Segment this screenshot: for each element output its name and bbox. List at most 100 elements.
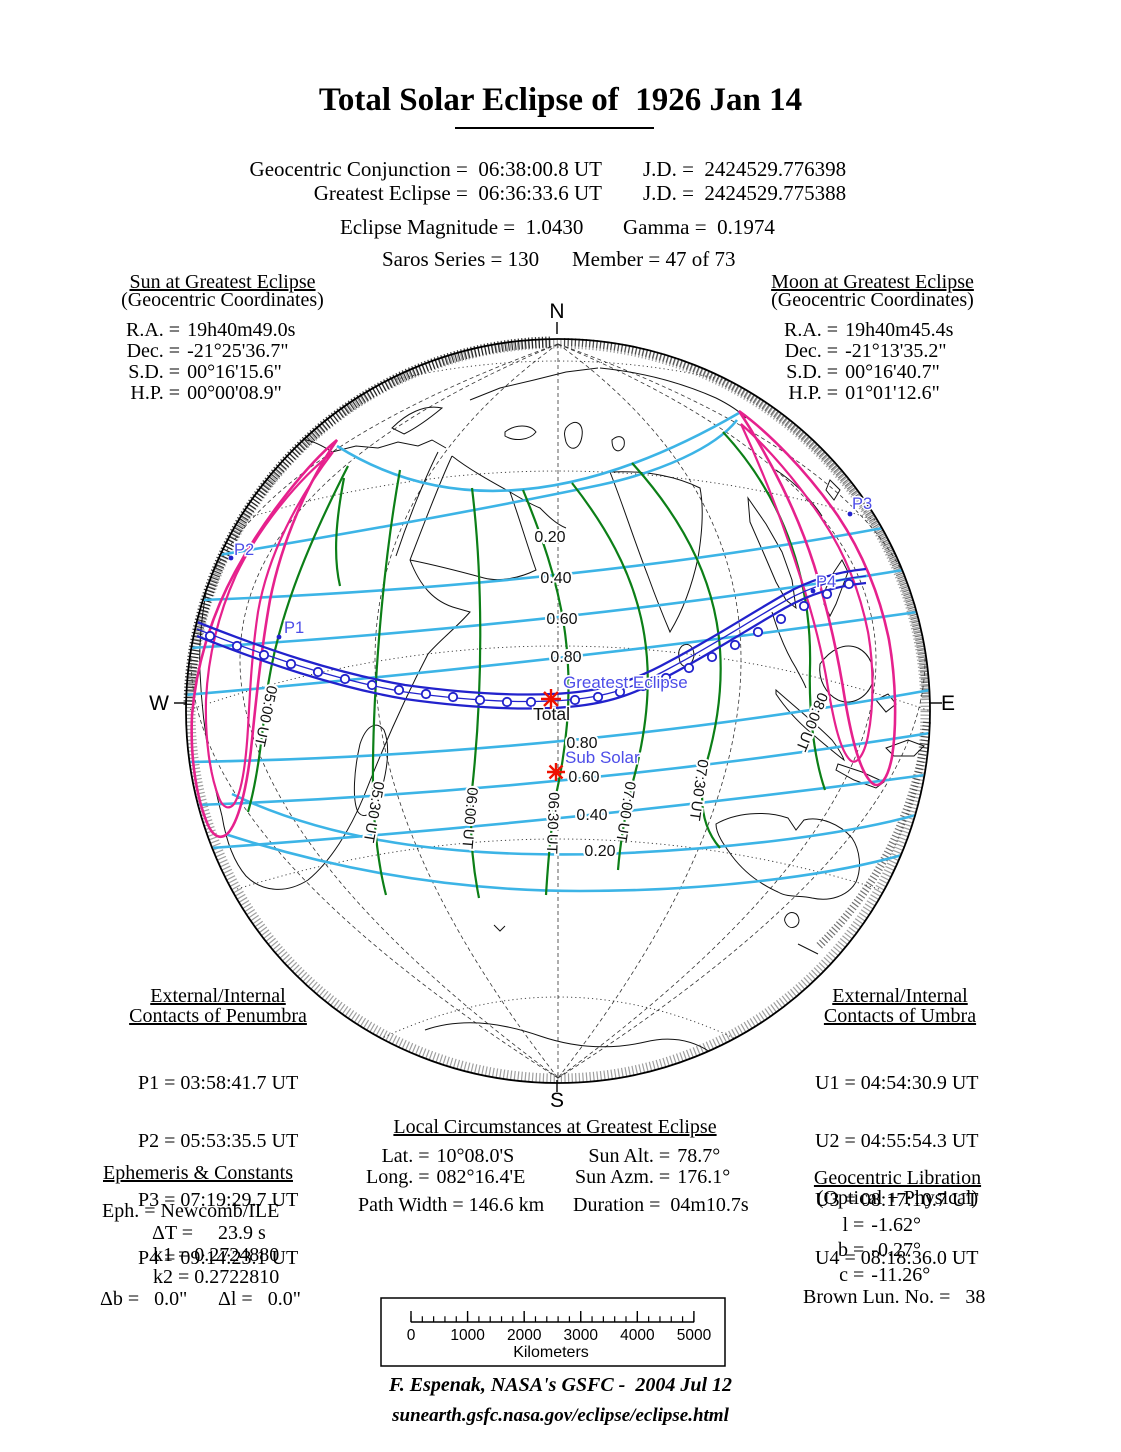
scale-tick-label: 4000 [620, 1327, 655, 1344]
eclipse-magnitude: Eclipse Magnitude = 1.0430 [340, 215, 584, 239]
libration-table: l = -1.62° b = -0.27° c = -11.26° [838, 1214, 931, 1286]
greatest-eclipse-marker [541, 689, 561, 709]
scale-tick-label: 1000 [450, 1327, 485, 1344]
compass-w-label: W [149, 692, 169, 715]
coastlines [199, 367, 925, 1053]
conjunction-time: Geocentric Conjunction = 06:38:00.8 UT [249, 157, 602, 181]
penumbra-title-line2: Contacts of Penumbra [129, 1005, 307, 1027]
penumbra-contact-times: P1 = 03:58:41.7 UT P2 = 05:53:35.5 UT P3… [138, 1036, 298, 1306]
globe-rim-hatch-bottomright [815, 721, 931, 950]
sub-solar-marker [547, 763, 565, 781]
footer-credit: F. Espenak, NASA's GSFC - 2004 Jul 12 [388, 1374, 733, 1396]
delta-t-value: ΔT = 23.9 s [152, 1222, 266, 1244]
moon-coordinates-table: R.A. = 19h40m45.4s Dec. = -21°13'35.2" S.D… [784, 319, 954, 404]
magnitude-label: 0.40 [576, 807, 607, 824]
local-circumstances-title: Local Circumstances at Greatest Eclipse [393, 1116, 717, 1138]
ut-label: 05:00 UT [251, 684, 280, 748]
libration-title: Geocentric Libration [813, 1167, 982, 1189]
ut-label: 08:00 UT [792, 690, 831, 754]
contact-row: U4 = 08:18:36.0 UT [815, 1247, 979, 1270]
contact-row: U2 = 04:55:54.3 UT [815, 1130, 979, 1153]
saros-series: Saros Series = 130 [382, 247, 540, 271]
title-underline [455, 127, 654, 129]
path-time-circles [204, 578, 855, 708]
penumbra-title-line1: External/Internal [150, 985, 286, 1007]
sub-solar-label: Sub Solar [565, 748, 640, 767]
sun-panel-subtitle: (Geocentric Coordinates) [121, 289, 324, 311]
magnitude-label: 0.60 [546, 611, 577, 628]
penumbra-limit-right-outer [737, 409, 897, 787]
greatest-eclipse-label: Greatest Eclipse [563, 673, 688, 692]
delta-b-value: Δb = 0.0" [100, 1288, 188, 1310]
compass-ticks [174, 322, 942, 1092]
saros-member: Member = 47 of 73 [572, 247, 736, 271]
sun-panel-title: Sun at Greatest Eclipse [129, 271, 316, 293]
magnitude-label: 0.60 [568, 769, 599, 786]
contact-row: U3 = 08:17:10.7 UT [815, 1188, 979, 1211]
scale-unit-label: Kilometers [513, 1344, 589, 1361]
magnitude-labels: 0.20 0.40 0.60 0.80 0.80 0.60 0.40 0.20 [532, 527, 617, 862]
magnitude-label: 0.40 [540, 570, 571, 587]
conjunction-jd: J.D. = 2424529.776398 [643, 157, 847, 181]
sun-coordinates-table: R.A. = 19h40m49.0s Dec. = -21°25'36.7" S.D… [126, 319, 296, 404]
moon-panel-title: Moon at Greatest Eclipse [771, 271, 974, 293]
ut-label: 05:30 UT [360, 780, 387, 844]
footer-url: sunearth.gsfc.nasa.gov/eclipse/eclipse.h… [392, 1405, 729, 1426]
penumbra-limit-left-inner [204, 451, 334, 809]
total-label: Total [533, 704, 570, 724]
k1-value: k1 = 0.2724880 [153, 1244, 280, 1266]
duration-value: Duration = 04m10.7s [573, 1194, 749, 1216]
ut-label: 07:00 UT [612, 780, 638, 844]
umbra-title-line2: Contacts of Umbra [823, 1005, 977, 1027]
compass-s-label: S [550, 1089, 564, 1112]
ut-labels: 05:00 UT 05:30 UT 06:00 UT 06:30 UT 07:0… [249, 682, 833, 856]
graticule [187, 343, 929, 1079]
umbra-title-line1: External/Internal [832, 985, 968, 1007]
contact-row: P2 = 05:53:35.5 UT [138, 1130, 299, 1153]
local-latlong-table: Lat. = 10°08.0'S Long. = 082°16.4'E [366, 1145, 526, 1188]
compass-n-label: N [549, 300, 564, 323]
contact-row: P3 = 07:19:29.7 UT [138, 1188, 299, 1211]
magnitude-label: 0.20 [534, 529, 565, 546]
ephemeris-source: Eph. = Newcomb/ILE [102, 1200, 280, 1222]
p3-dot [847, 511, 853, 517]
magnitude-contours [187, 411, 929, 893]
ut-label: 06:30 UT [543, 792, 562, 854]
scale-tick-label: 2000 [507, 1327, 542, 1344]
scale-tick-label: 5000 [677, 1327, 712, 1344]
delta-l-value: Δl = 0.0" [218, 1288, 301, 1310]
magnitude-label: 0.80 [550, 649, 581, 666]
penumbra-limits [190, 409, 897, 839]
page-title: Total Solar Eclipse of 1926 Jan 14 [318, 82, 803, 118]
globe-disk [185, 338, 931, 1084]
central-path-band [195, 567, 868, 710]
k2-value: k2 = 0.2722810 [153, 1266, 280, 1288]
p3-label: P3 [852, 495, 872, 513]
scale-bar: 0 1000 2000 3000 4000 5000 Kilometers [380, 1297, 726, 1367]
scale-tick-label: 0 [407, 1327, 416, 1344]
time-curves [246, 431, 827, 899]
penumbra-limit-right-inner [740, 423, 874, 763]
penumbra-limit-left-outer [190, 438, 339, 839]
p1-dot [276, 634, 282, 640]
p2-label: P2 [234, 541, 254, 559]
libration-subtitle: (Optical + Physical) [816, 1187, 979, 1209]
p1-label: P1 [284, 619, 304, 637]
ephemeris-title: Ephemeris & Constants [103, 1162, 293, 1184]
greatest-eclipse-time: Greatest Eclipse = 06:36:33.6 UT [313, 181, 602, 205]
compass-e-label: E [941, 692, 955, 715]
path-width-value: Path Width = 146.6 km [358, 1194, 545, 1216]
scale-tick-labels: 0 1000 2000 3000 4000 5000 [407, 1327, 712, 1344]
p4-dot [810, 588, 816, 594]
local-sun-table: Sun Alt. = 78.7° Sun Azm. = 176.1° [575, 1145, 731, 1188]
greatest-eclipse-jd: J.D. = 2424529.775388 [643, 181, 847, 205]
contact-row: U1 = 04:54:30.9 UT [815, 1072, 979, 1094]
contact-points [228, 511, 853, 640]
contact-row: P4 = 09:14:23.1 UT [138, 1247, 299, 1270]
p4-label: P4 [816, 573, 836, 591]
globe-rim-hatch [186, 339, 930, 1083]
p2-dot [228, 555, 234, 561]
ut-label: 07:30 UT [686, 758, 711, 821]
gamma-value: Gamma = 0.1974 [623, 215, 775, 239]
